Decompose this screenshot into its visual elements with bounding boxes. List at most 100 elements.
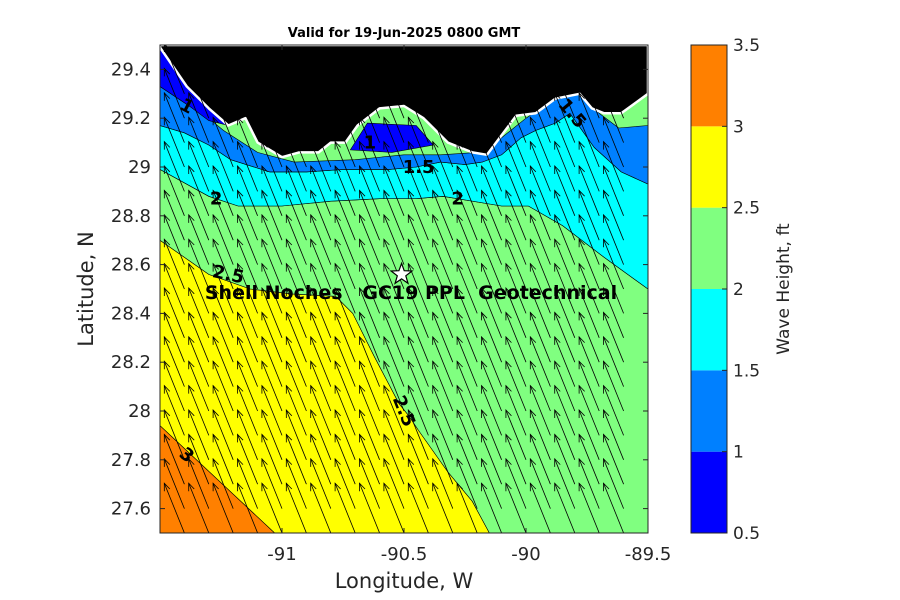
wave-vector — [261, 409, 283, 460]
wave-vector — [237, 116, 258, 168]
wave-vector — [481, 91, 502, 143]
y-tick-label: 28.8 — [111, 206, 151, 227]
wave-vector — [505, 165, 527, 216]
wave-vector — [359, 384, 380, 436]
wave-vector — [383, 165, 405, 216]
wave-vector — [529, 165, 551, 216]
wave-vector — [188, 116, 210, 168]
wave-vector — [554, 116, 576, 168]
wave-vector — [212, 482, 234, 533]
wave-vector — [578, 360, 600, 412]
wave-vector — [310, 189, 332, 241]
wave-vector — [481, 384, 502, 436]
wave-vector — [432, 311, 454, 363]
wave-vector — [578, 433, 600, 485]
wave-vector — [188, 189, 210, 241]
wave-vector — [456, 409, 478, 460]
wave-vector — [456, 116, 478, 168]
wave-vector — [359, 482, 380, 533]
wave-vector — [188, 457, 210, 509]
wave-vector — [529, 287, 551, 338]
wave-vector — [432, 457, 454, 509]
wave-vector — [603, 213, 624, 265]
wave-vector — [261, 238, 283, 290]
wave-vector — [505, 335, 527, 387]
wave-vector — [603, 409, 624, 460]
colorbar-tick-label: 3.5 — [733, 36, 760, 56]
wave-vector — [456, 165, 478, 216]
wave-vector — [212, 311, 234, 363]
wave-vector — [212, 262, 234, 314]
wave-vector — [334, 165, 356, 216]
wave-vector — [578, 140, 600, 192]
wave-vector — [603, 67, 624, 119]
wave-vector — [407, 311, 429, 363]
wave-vector — [456, 482, 478, 533]
wave-vector — [407, 189, 429, 241]
wave-vector — [529, 189, 551, 241]
wave-vector — [407, 238, 429, 290]
wave-vector — [407, 213, 429, 265]
wave-vector — [188, 287, 210, 338]
colorbar-swatch — [691, 45, 727, 127]
wave-vector — [407, 409, 429, 460]
wave-vector — [432, 384, 454, 436]
wave-vector — [432, 213, 454, 265]
wave-vector — [407, 140, 429, 192]
wave-vector — [603, 238, 624, 290]
wave-vector — [359, 213, 380, 265]
wave-vector — [578, 189, 600, 241]
wave-vector — [407, 482, 429, 533]
wave-vector — [481, 287, 502, 338]
wave-vector — [261, 116, 283, 168]
wave-vector — [383, 360, 405, 412]
wave-vector — [529, 116, 551, 168]
wave-vector — [554, 238, 576, 290]
wave-vector — [529, 433, 551, 485]
wave-vector — [359, 116, 380, 168]
wave-vector — [505, 140, 527, 192]
wave-vector — [212, 457, 234, 509]
wave-vector — [359, 67, 380, 119]
wave-vector — [383, 311, 405, 363]
wave-vector — [334, 384, 356, 436]
wave-vector — [359, 409, 380, 460]
y-axis-ticks: 27.6 27.8 28 28.2 28.4 28.6 28.8 29 29.2 29.4 — [111, 59, 648, 520]
wave-vector — [505, 287, 527, 338]
wave-vector — [237, 287, 258, 338]
wave-vector — [334, 238, 356, 290]
wave-vector — [188, 213, 210, 265]
wave-vector — [578, 482, 600, 533]
wave-vector — [310, 140, 332, 192]
wave-vector — [481, 238, 502, 290]
colorbar-tick-label: 1.5 — [733, 361, 760, 381]
wave-vector — [359, 91, 380, 143]
wave-vector — [407, 433, 429, 485]
wave-vector — [529, 360, 551, 412]
wave-vector — [334, 213, 356, 265]
wave-vector — [603, 165, 624, 216]
wave-vector — [554, 335, 576, 387]
wave-vector — [188, 482, 210, 533]
wave-vector — [603, 311, 624, 363]
site-label: Shell Noches GC19 PPL Geotechnical — [205, 282, 617, 304]
wave-vector — [334, 140, 356, 192]
wave-vector — [310, 433, 332, 485]
wave-vector — [261, 213, 283, 265]
wave-vector — [163, 91, 185, 143]
y-axis-label: Latitude, N — [74, 231, 98, 347]
wave-vector — [310, 457, 332, 509]
wave-vector — [383, 116, 405, 168]
wave-vector — [383, 335, 405, 387]
wave-vector — [407, 91, 429, 143]
wave-vector — [383, 67, 405, 119]
wave-vector — [383, 287, 405, 338]
wave-vector — [554, 91, 576, 143]
wave-vector — [188, 335, 210, 387]
wave-vector — [578, 287, 600, 338]
wave-vector — [529, 91, 551, 143]
wave-vector — [163, 311, 185, 363]
wave-vector — [432, 140, 454, 192]
x-tick-label: -89.5 — [625, 544, 672, 565]
colorbar-swatch — [691, 126, 727, 208]
